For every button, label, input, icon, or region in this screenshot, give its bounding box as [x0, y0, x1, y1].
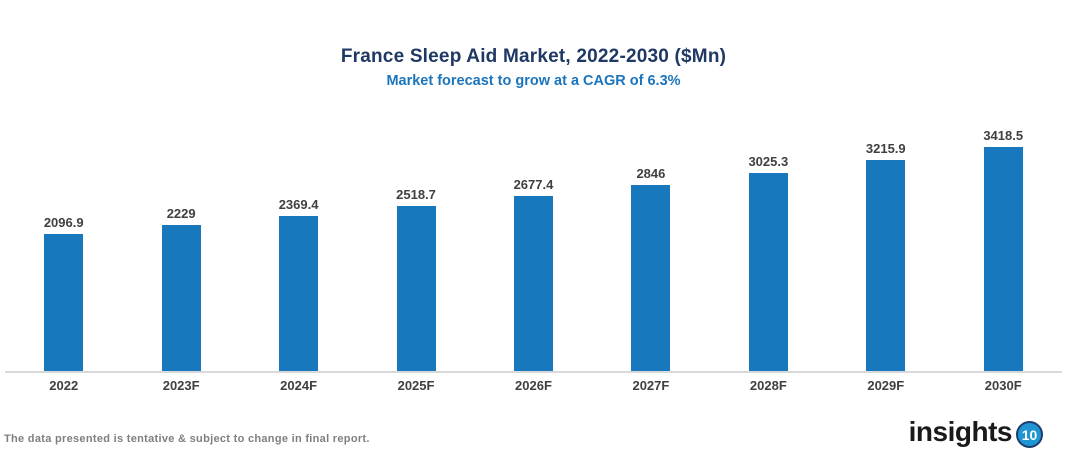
bar	[631, 184, 671, 371]
bar-chart-plot-area: 2096.9 2229 2369.4 2518.7 2677.4 2846 3025.3 32…	[5, 110, 1062, 373]
chart-title: France Sleep Aid Market, 2022-2030 ($Mn)	[340, 46, 727, 67]
bar-column: 2369.4	[240, 110, 357, 371]
bar	[983, 147, 1023, 371]
bar-value-label: 2369.4	[278, 196, 319, 212]
x-axis-label: 2025F	[397, 378, 435, 393]
bar	[44, 233, 84, 371]
bar	[513, 195, 553, 371]
bar-value-label: 2096.9	[43, 214, 84, 230]
bar-value-label: 3418.5	[983, 128, 1024, 143]
x-axis-label: 2027F	[632, 378, 670, 393]
bar-value-label: 2518.7	[396, 186, 436, 202]
bar-value-label: 2677.4	[513, 176, 554, 192]
bar-value-label: 3025.3	[748, 153, 789, 169]
x-axis-label: 2024F	[280, 378, 318, 393]
bar-column: 2229	[122, 110, 239, 371]
bar	[748, 172, 788, 371]
x-axis-label: 2030F	[984, 378, 1022, 393]
bar-column: 2677.4	[475, 110, 592, 371]
chart-subtitle: Market forecast to grow at a CAGR of 6.3…	[386, 73, 681, 89]
bar-column: 3025.3	[710, 110, 827, 371]
bar-column: 3215.9	[827, 110, 944, 371]
insights10-logo: insights 10	[909, 416, 1043, 448]
x-axis-label: 2029F	[867, 378, 905, 393]
x-axis: 2022 2023F 2024F 2025F 2026F 2027F 2028F 2029F 2…	[5, 378, 1062, 393]
logo-wordmark: insights	[908, 416, 1013, 447]
x-axis-label: 2023F	[162, 378, 200, 393]
disclaimer-text: The data presented is tentative & subjec…	[4, 433, 370, 445]
bar-column: 2518.7	[357, 110, 474, 371]
bar-column: 3418.5	[945, 110, 1062, 371]
bar	[279, 215, 319, 371]
bar	[161, 224, 201, 371]
bar	[396, 205, 436, 371]
bar	[866, 160, 906, 371]
x-axis-label: 2022	[49, 378, 79, 393]
bar-value-label: 2846	[636, 165, 666, 181]
x-axis-label: 2028F	[749, 378, 787, 393]
bar-value-label: 2229	[166, 205, 196, 221]
bar-value-label: 3215.9	[865, 141, 906, 157]
x-axis-label: 2026F	[515, 378, 552, 393]
logo-10-badge: 10	[1016, 421, 1043, 448]
bar-column: 2096.9	[5, 110, 122, 371]
bar-column: 2846	[592, 110, 709, 371]
